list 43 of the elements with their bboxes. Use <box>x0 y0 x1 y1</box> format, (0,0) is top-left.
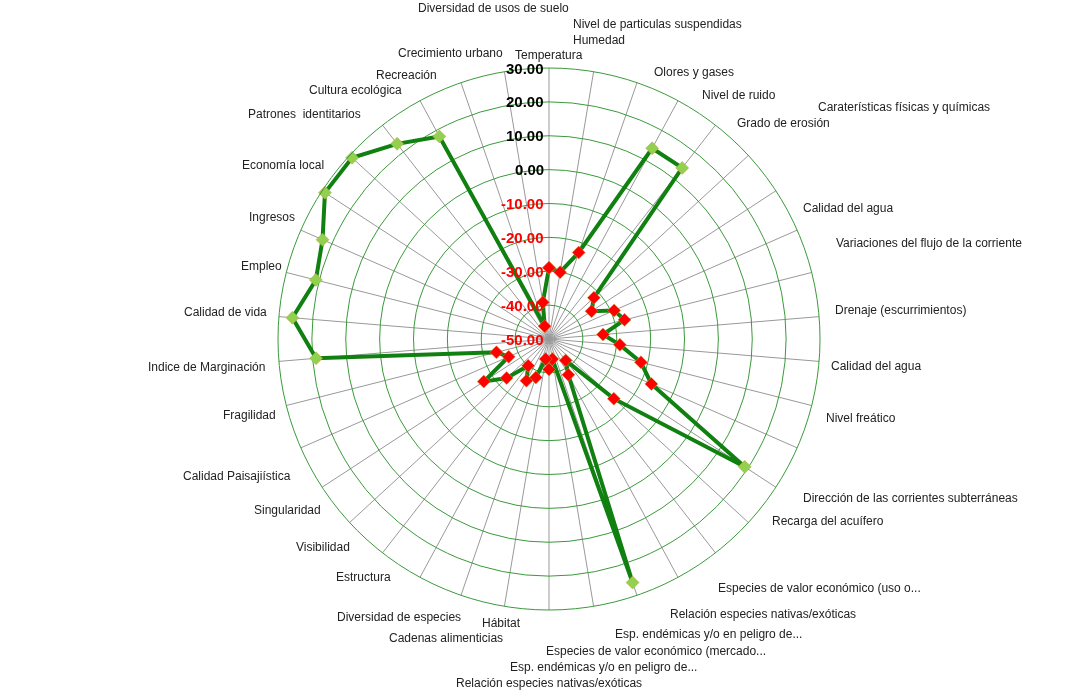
spoke-label: Dirección de las corrientes subterráneas <box>803 491 1018 505</box>
spoke-label: Diversidad de usos de suelo <box>418 1 570 15</box>
spoke-label: Singularidad <box>254 503 321 517</box>
spoke-label: Nivel freático <box>826 411 896 425</box>
spoke-label: Relación especies nativas/exóticas <box>456 676 643 690</box>
spoke-label: Calidad de vida <box>184 305 268 319</box>
spoke-label: Diversidad de especies <box>337 610 462 624</box>
y-tick-label: -20.00 <box>501 229 544 246</box>
spoke-label: Olores y gases <box>654 65 735 79</box>
spoke-label: Estructura <box>336 570 392 584</box>
spoke-label: Esp. endémicas y/o en peligro de... <box>510 660 698 674</box>
y-tick-label: -10.00 <box>501 195 544 212</box>
spoke-label: Grado de erosión <box>737 116 830 130</box>
spoke-label: Economía local <box>242 158 325 172</box>
spoke-label: Crecimiento urbano <box>398 46 504 60</box>
y-tick-label: 0.00 <box>515 161 545 178</box>
spoke-label: Relación especies nativas/exóticas <box>670 607 857 621</box>
spoke-label: Patrones identitarios <box>248 107 361 121</box>
spoke-label: Visibilidad <box>296 540 350 554</box>
spoke-label: Recreación <box>376 68 437 82</box>
spoke-label: Cadenas alimenticias <box>389 631 504 645</box>
spoke-label: Calidad del agua <box>831 359 922 373</box>
spoke-label: Empleo <box>241 259 283 273</box>
spoke-label: Nivel de ruido <box>702 88 776 102</box>
spoke-label: Ingresos <box>249 210 296 224</box>
spoke-label: Variaciones del flujo de la corriente <box>836 236 1023 250</box>
spoke-label: Especies de valor económico (uso o... <box>718 581 921 595</box>
y-tick-label: -50.00 <box>501 331 544 348</box>
spoke-label: Hábitat <box>482 616 521 630</box>
spoke-label: Calidad del agua <box>803 201 894 215</box>
spoke-label: Drenaje (escurrimientos) <box>835 303 967 317</box>
spoke-label: Indice de Marginación <box>148 360 266 374</box>
spoke-label: Caraterísticas físicas y químicas <box>818 100 991 114</box>
spoke-label: Calidad Paisajiística <box>183 469 291 483</box>
spoke-label: Recarga del acuífero <box>772 514 884 528</box>
spoke-label: Humedad <box>573 33 626 47</box>
spoke-label: Especies de valor económico (mercado... <box>546 644 767 658</box>
spoke-label: Temperatura <box>515 48 583 62</box>
y-tick-label: 10.00 <box>506 127 544 144</box>
spoke-label: Nivel de particulas suspendidas <box>573 17 742 31</box>
spoke-label: Cultura ecológica <box>309 83 403 97</box>
spoke-label: Fragilidad <box>223 408 276 422</box>
spoke-label: Esp. endémicas y/o en peligro de... <box>615 627 803 641</box>
